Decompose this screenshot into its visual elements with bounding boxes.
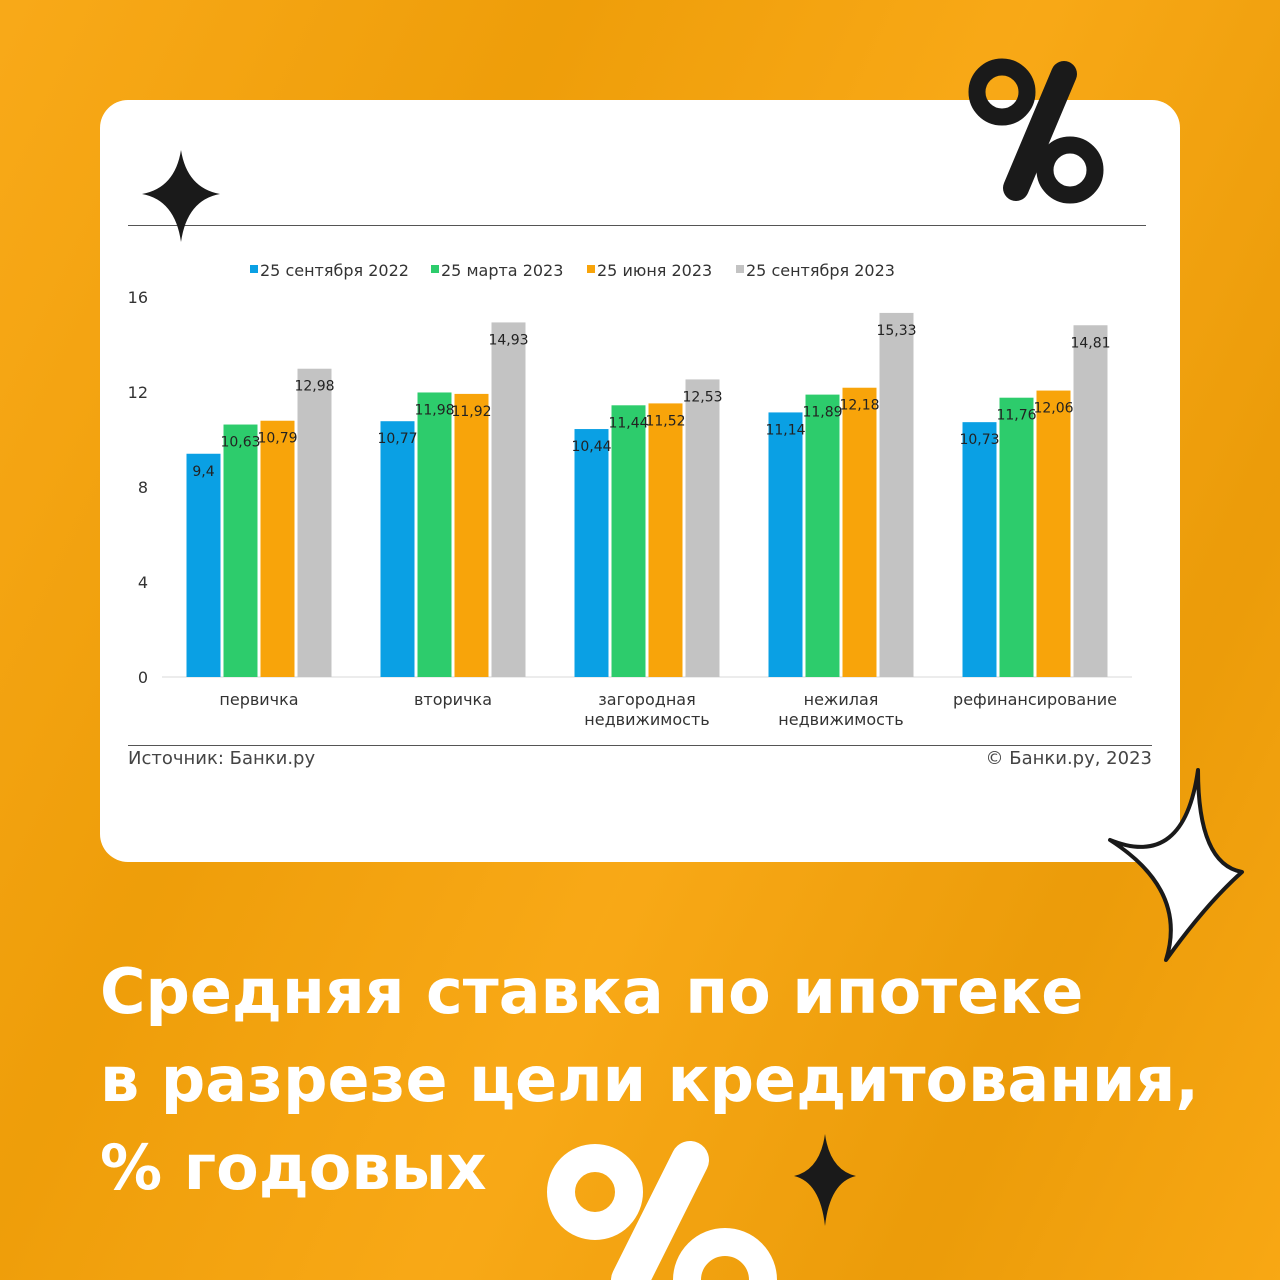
bar [805,394,840,677]
bar [1036,390,1071,677]
x-tick-label: загородная [598,690,695,709]
bar [842,387,877,677]
data-label: 11,52 [645,413,685,429]
data-label: 11,89 [802,405,842,421]
data-label: 11,44 [608,415,648,431]
sparkle-icon [794,1134,856,1226]
data-label: 11,98 [414,402,454,418]
bar [491,322,526,677]
x-tick-label: рефинансирование [953,690,1117,709]
sparkle-icon [142,150,220,242]
legend-swatch [250,265,258,273]
percent-icon [547,1141,777,1280]
x-tick-label: недвижимость [584,710,709,729]
data-label: 10,79 [257,431,297,447]
bar [879,312,914,677]
y-tick-label: 0 [138,668,148,687]
y-tick-label: 4 [138,573,148,592]
bar [999,397,1034,677]
headline-line-2: в разрезе цели кредитования, [100,1043,1199,1116]
data-label: 11,92 [451,404,491,420]
headline: Средняя ставка по ипотеке в разрезе цели… [100,948,1200,1212]
bar [962,422,997,677]
sparkle-icon [1108,768,1244,962]
legend-swatch [587,265,595,273]
bar [380,421,415,677]
copyright-note: © Банки.ру, 2023 [985,748,1153,769]
bar [454,393,489,677]
footer-divider [128,745,1152,746]
chart-card: 25 сентября 2022 25 марта 2023 25 июня 202… [100,100,1180,862]
bar [297,368,332,677]
x-tick-label: нежилая [804,690,879,709]
bar [223,424,258,677]
x-tick-label: вторичка [414,690,492,709]
bar [648,403,683,677]
bar [685,379,720,677]
headline-line-1: Средняя ставка по ипотеке [100,955,1084,1028]
legend-label: 25 июня 2023 [597,261,712,280]
legend-swatch [431,265,439,273]
legend-label: 25 сентября 2022 [260,261,409,280]
y-tick-label: 12 [128,383,148,402]
data-label: 10,63 [220,435,260,451]
data-label: 9,4 [192,464,214,480]
data-label: 14,93 [488,332,528,348]
header-divider [128,225,1146,226]
bar [611,405,646,677]
legend-swatch [736,265,744,273]
bar [768,412,803,677]
data-label: 11,14 [765,422,805,438]
data-label: 12,06 [1033,401,1073,417]
bar [260,420,295,677]
bar [186,453,221,677]
y-tick-label: 16 [128,288,148,307]
data-label: 14,81 [1070,335,1110,351]
y-tick-label: 8 [138,478,148,497]
data-label: 10,73 [959,432,999,448]
legend-label: 25 марта 2023 [441,261,563,280]
bar-chart: 25 сентября 2022 25 марта 2023 25 июня 202… [128,261,1132,729]
bar [574,429,609,677]
data-label: 12,18 [839,398,879,414]
data-label: 15,33 [876,323,916,339]
data-label: 10,44 [571,439,611,455]
headline-line-3: % годовых [100,1131,487,1204]
percent-icon [968,58,1104,204]
x-tick-label: недвижимость [778,710,903,729]
bar [1073,325,1108,677]
data-label: 12,53 [682,389,722,405]
x-tick-label: первичка [219,690,298,709]
bar [417,392,452,677]
data-label: 10,77 [377,431,417,447]
source-note: Источник: Банки.ру [128,748,316,769]
data-label: 11,76 [996,408,1036,424]
data-label: 12,98 [294,379,334,395]
legend-label: 25 сентября 2023 [746,261,895,280]
